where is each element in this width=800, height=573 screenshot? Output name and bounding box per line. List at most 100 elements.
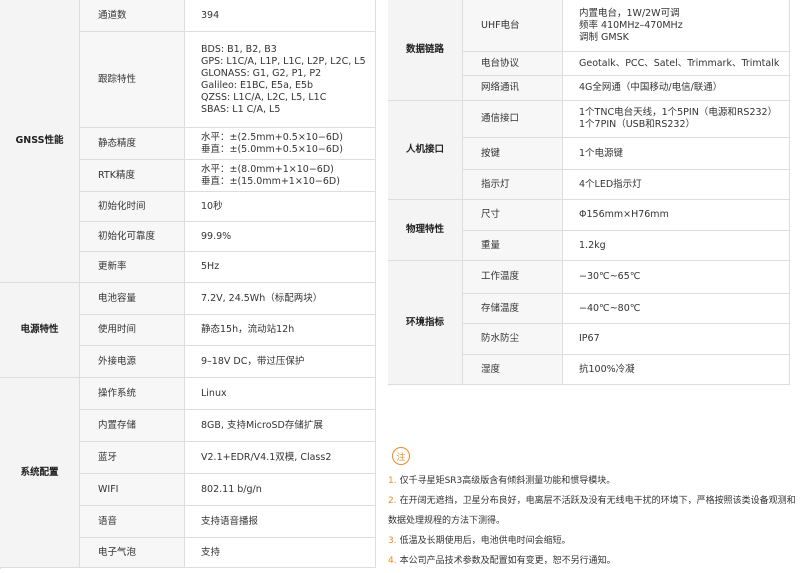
value-line: 9–18V DC，带过压保护 (201, 355, 305, 367)
note-icon: 注 (392, 447, 410, 465)
value-line: SBAS: L1 C/A, L5 (201, 103, 281, 115)
value-line: 支持 (201, 546, 221, 558)
spec-label: 使用时间 (80, 315, 185, 346)
spec-value: BDS: B1, B2, B3 GPS: L1C/A, L1P, L1C, L2P… (185, 32, 376, 128)
spec-label: 更新率 (80, 252, 185, 283)
value-line: 394 (201, 9, 220, 21)
value-line: 7.2V, 24.5Wh（标配两块） (201, 292, 323, 304)
value-line: BDS: B1, B2, B3 (201, 43, 277, 55)
value-line: 抗100%冷凝 (579, 363, 635, 375)
spec-value: −30℃~65℃ (563, 261, 790, 294)
spec-label: 蓝牙 (80, 442, 185, 474)
note-item: 2. 在开阔无遮挡，卫星分布良好，电离层不活跃及没有无线电干扰的环境下，严格按照该… (388, 491, 796, 531)
value-line: 内置电台，1W/2W可调 (579, 7, 680, 19)
note-item: 3. 低温及长期使用后，电池供电时间会缩短。 (388, 531, 796, 551)
value-line: Φ156mm×H76mm (579, 209, 669, 220)
note-text: 在开阔无遮挡，卫星分布良好，电离层不活跃及没有无线电干扰的环境下，严格按照该类设… (388, 496, 796, 526)
note-text: 本公司产品技术参数及配置如有变更，恕不另行通知。 (399, 556, 616, 566)
note-number: 3. (388, 536, 397, 546)
spec-label: 重量 (463, 231, 563, 261)
spec-label: 电子气泡 (80, 538, 185, 568)
spec-value: 394 (185, 0, 376, 32)
value-line: Geotalk、PCC、Satel、Trimmark、Trimtalk (579, 57, 780, 69)
spec-label: 静态精度 (80, 128, 185, 160)
note-number: 1. (388, 476, 397, 486)
value-line: 支持语音播报 (201, 515, 259, 527)
spec-label: 存储温度 (463, 294, 563, 324)
group-name: 环境指标 (388, 261, 463, 385)
group-name: 物理特性 (388, 200, 463, 261)
value-line: −40℃~80℃ (579, 302, 641, 314)
spec-label: RTK精度 (80, 160, 185, 192)
value-line: 8GB, 支持MicroSD存储扩展 (201, 419, 323, 431)
spec-label: 指示灯 (463, 170, 563, 200)
spec-value: 10秒 (185, 192, 376, 222)
spec-value: Geotalk、PCC、Satel、Trimmark、Trimtalk (563, 52, 790, 76)
spec-value: 1个TNC电台天线，1个5PIN（电源和RS232） 1个7PIN（USB和RS2… (563, 101, 790, 138)
spec-label: 湿度 (463, 355, 563, 385)
spec-value: Linux (185, 378, 376, 410)
value-line: 水平：±(2.5mm+0.5×10−6D) (201, 131, 343, 143)
spec-value: 8GB, 支持MicroSD存储扩展 (185, 410, 376, 442)
spec-value: 支持语音播报 (185, 506, 376, 538)
spec-value: 7.2V, 24.5Wh（标配两块） (185, 283, 376, 315)
note-item: 1. 仅千寻星矩SR3高级版含有倾斜测量功能和惯导模块。 (388, 471, 796, 491)
spec-label: 通道数 (80, 0, 185, 32)
value-line: QZSS: L1C/A, L2C, L5, L1C (201, 91, 327, 103)
spec-label: 初始化可靠度 (80, 222, 185, 252)
spec-value: 1.2kg (563, 231, 790, 261)
note-number: 4. (388, 556, 397, 566)
spec-label: 初始化时间 (80, 192, 185, 222)
spec-label: 防水防尘 (463, 324, 563, 355)
notes: 注 1. 仅千寻星矩SR3高级版含有倾斜测量功能和惯导模块。 2. 在开阔无遮挡，卫星… (388, 447, 796, 571)
spec-value: 1个电源键 (563, 138, 790, 170)
value-line: GLONASS: G1, G2, P1, P2 (201, 67, 322, 79)
spec-value: −40℃~80℃ (563, 294, 790, 324)
spec-label: 语音 (80, 506, 185, 538)
value-line: 1个TNC电台天线，1个5PIN（电源和RS232） (579, 107, 778, 118)
value-line: 调制 GMSK (579, 31, 629, 43)
group-name: 人机接口 (388, 101, 463, 200)
value-line: Linux (201, 387, 227, 399)
spec-label: 通信接口 (463, 101, 563, 138)
value-line: 1个7PIN（USB和RS232） (579, 119, 695, 130)
spec-label: 工作温度 (463, 261, 563, 294)
spec-value: 99.9% (185, 222, 376, 252)
group-name: GNSS性能 (0, 0, 80, 283)
value-line: 水平：±(8.0mm+1×10−6D) (201, 163, 334, 175)
note-item: 4. 本公司产品技术参数及配置如有变更，恕不另行通知。 (388, 551, 796, 571)
spec-value: 静态15h，流动站12h (185, 315, 376, 346)
spec-value: V2.1+EDR/V4.1双模, Class2 (185, 442, 376, 474)
value-line: 垂直：±(5.0mm+0.5×10−6D) (201, 143, 343, 155)
spec-label: 跟踪特性 (80, 32, 185, 128)
value-line: 频率 410MHz–470MHz (579, 19, 683, 31)
value-line: V2.1+EDR/V4.1双模, Class2 (201, 451, 332, 463)
spec-label: 按键 (463, 138, 563, 170)
spec-value: 5Hz (185, 252, 376, 283)
value-line: IP67 (579, 333, 600, 344)
value-line: −30℃~65℃ (579, 271, 641, 282)
spec-value: 9–18V DC，带过压保护 (185, 346, 376, 378)
spec-value: 4个LED指示灯 (563, 170, 790, 200)
spec-label: 网络通讯 (463, 76, 563, 101)
value-line: 4个LED指示灯 (579, 178, 642, 190)
spec-value: Φ156mm×H76mm (563, 200, 790, 231)
spec-value: 水平：±(2.5mm+0.5×10−6D) 垂直：±(5.0mm+0.5×10−6… (185, 128, 376, 160)
spec-label: UHF电台 (463, 0, 563, 52)
value-line: 5Hz (201, 261, 220, 272)
spec-value: 支持 (185, 538, 376, 568)
group-name: 系统配置 (0, 378, 80, 568)
value-line: 99.9% (201, 230, 232, 242)
spec-label: WIFI (80, 474, 185, 506)
spec-label: 操作系统 (80, 378, 185, 410)
spec-value: 内置电台，1W/2W可调 频率 410MHz–470MHz 调制 GMSK (563, 0, 790, 52)
value-line: GPS: L1C/A, L1P, L1C, L2P, L2C, L5 (201, 55, 366, 67)
spec-value: IP67 (563, 324, 790, 355)
value-line: 802.11 b/g/n (201, 483, 262, 495)
spec-label: 电池容量 (80, 283, 185, 315)
value-line: 1个电源键 (579, 147, 624, 159)
group-name: 数据链路 (388, 0, 463, 101)
value-line: 静态15h，流动站12h (201, 324, 295, 335)
spec-label: 外接电源 (80, 346, 185, 378)
group-name: 电源特性 (0, 283, 80, 378)
